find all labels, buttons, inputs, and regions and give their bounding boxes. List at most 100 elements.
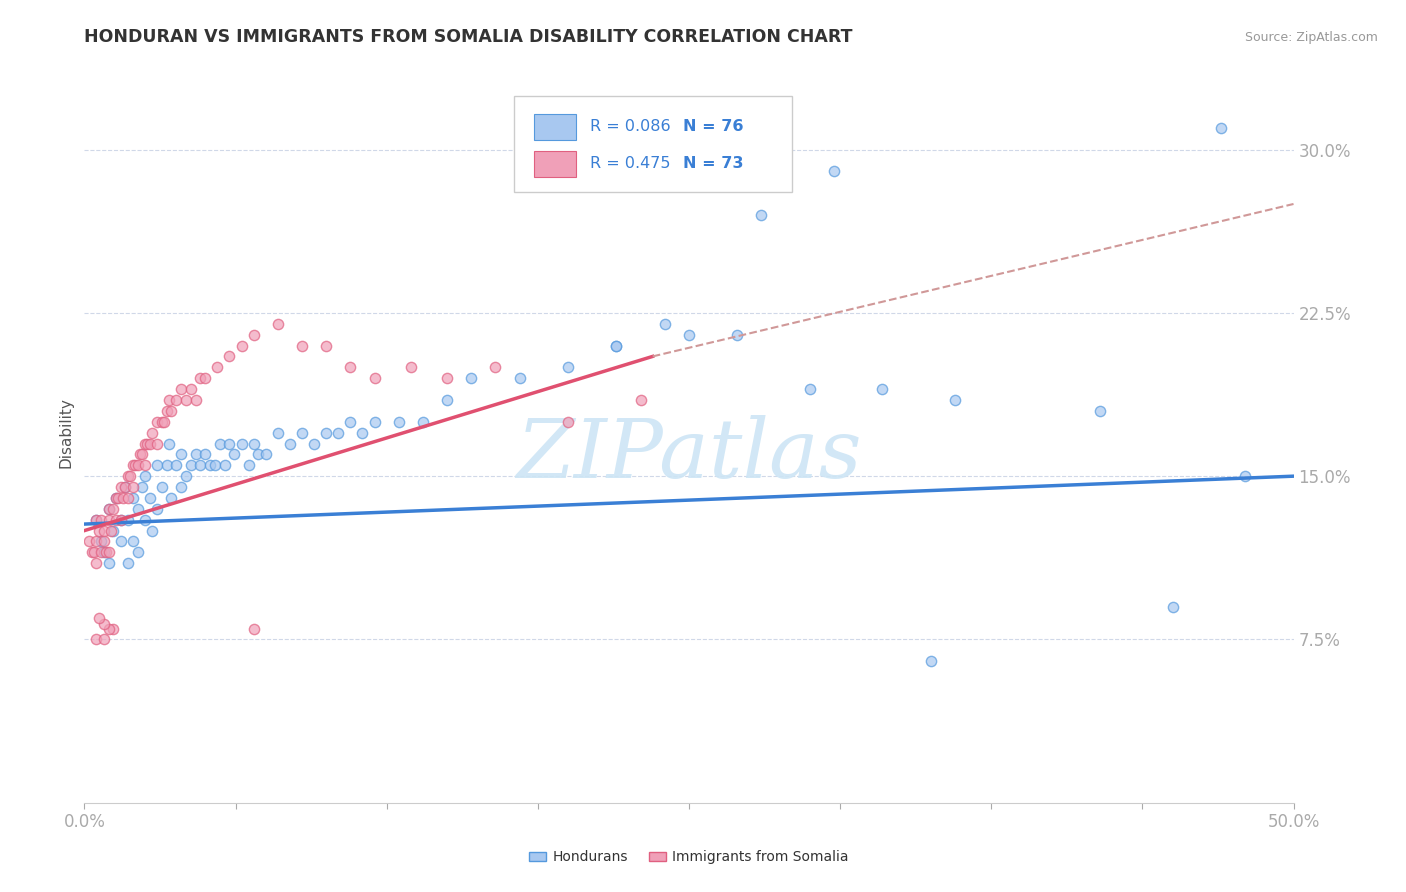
Point [97,622,120,636]
Point [208,436,231,450]
Point [291,338,314,352]
Point [224,447,246,461]
Point [1234,469,1257,483]
Point [339,360,361,375]
Point [1161,599,1184,614]
Point [725,327,748,342]
Point [194,371,217,385]
Point [157,436,180,450]
Point [93,534,115,549]
Point [107,491,129,505]
Point [86,513,108,527]
Point [630,392,652,407]
Point [180,458,202,473]
Point [117,469,139,483]
Point [134,513,156,527]
Point [194,447,217,461]
Point [146,458,169,473]
Point [231,338,253,352]
Point [77,534,100,549]
Text: R = 0.086: R = 0.086 [589,120,671,135]
Point [97,501,120,516]
Point [93,524,115,538]
Point [315,425,337,440]
Point [146,436,169,450]
Point [198,458,221,473]
Point [339,415,361,429]
Point [302,436,325,450]
Point [110,513,132,527]
Point [943,392,966,407]
Point [97,545,120,559]
FancyBboxPatch shape [534,152,576,178]
Point [436,392,458,407]
Point [605,338,627,352]
Point [134,436,156,450]
Point [823,164,845,178]
Point [184,447,207,461]
Point [165,458,187,473]
Point [121,491,143,505]
Point [174,469,197,483]
Text: Source: ZipAtlas.com: Source: ZipAtlas.com [1244,31,1378,45]
Point [460,371,482,385]
Point [207,360,229,375]
Point [254,447,277,461]
Point [174,392,197,407]
Point [352,425,374,440]
Point [214,458,236,473]
Point [242,622,264,636]
Point [363,415,385,429]
Text: ZIPatlas: ZIPatlas [516,415,862,495]
Point [114,480,136,494]
Point [157,392,180,407]
Point [131,447,153,461]
Point [104,513,127,527]
Text: HONDURAN VS IMMIGRANTS FROM SOMALIA DISABILITY CORRELATION CHART: HONDURAN VS IMMIGRANTS FROM SOMALIA DISA… [84,28,853,45]
Point [121,480,143,494]
Point [920,654,942,668]
Point [190,458,212,473]
Point [328,425,350,440]
Point [291,425,314,440]
Point [278,436,301,450]
Point [110,534,132,549]
Point [120,469,142,483]
Point [117,491,139,505]
Point [242,436,264,450]
Point [247,447,270,461]
Point [146,415,169,429]
Point [412,415,434,429]
Point [605,338,627,352]
Point [121,534,143,549]
Point [97,501,120,516]
Point [87,611,110,625]
Point [134,469,156,483]
Point [242,327,264,342]
Point [87,524,110,538]
Point [112,491,135,505]
Point [86,534,108,549]
Point [114,480,136,494]
Point [110,513,132,527]
Point [121,458,143,473]
Point [436,371,458,385]
Point [160,404,183,418]
Y-axis label: Disability: Disability [58,397,73,468]
Point [170,382,193,396]
Point [150,415,173,429]
Point [799,382,821,396]
Point [129,447,152,461]
Point [86,556,108,570]
Point [267,425,290,440]
Point [184,392,207,407]
Point [93,632,115,647]
Point [1209,120,1232,135]
Point [83,545,105,559]
Point [134,458,156,473]
Point [654,317,676,331]
Point [97,513,120,527]
Point [218,436,240,450]
Point [180,382,202,396]
Text: N = 76: N = 76 [683,120,744,135]
